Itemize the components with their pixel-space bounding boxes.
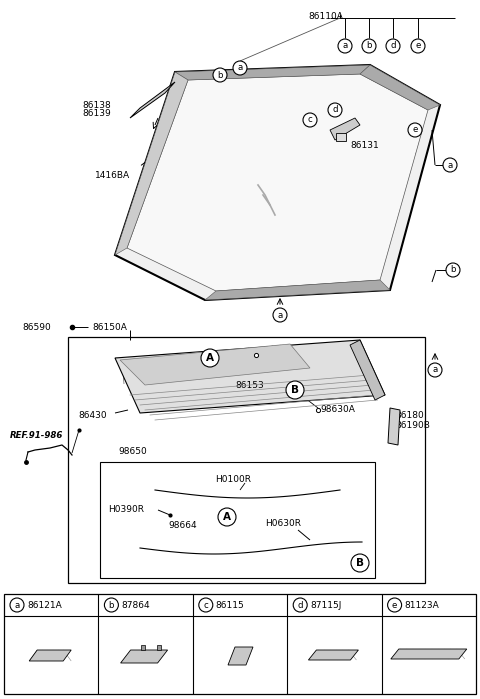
Circle shape — [338, 39, 352, 53]
Polygon shape — [330, 118, 360, 140]
Polygon shape — [115, 72, 188, 255]
Text: a: a — [342, 41, 348, 50]
Polygon shape — [388, 408, 400, 445]
Circle shape — [199, 598, 213, 612]
Circle shape — [386, 39, 400, 53]
Text: b: b — [217, 71, 223, 80]
Polygon shape — [141, 645, 144, 650]
Polygon shape — [391, 649, 467, 659]
Text: 86430: 86430 — [78, 410, 107, 419]
Circle shape — [213, 68, 227, 82]
Text: 86153: 86153 — [235, 380, 264, 389]
Text: 98630A: 98630A — [258, 350, 293, 359]
Polygon shape — [120, 650, 168, 663]
Circle shape — [218, 508, 236, 526]
Text: A: A — [223, 512, 231, 522]
Text: 86121A: 86121A — [27, 600, 62, 610]
Text: a: a — [14, 600, 20, 610]
Circle shape — [388, 598, 402, 612]
Polygon shape — [205, 280, 390, 300]
Circle shape — [201, 349, 219, 367]
Circle shape — [286, 381, 304, 399]
Circle shape — [10, 598, 24, 612]
Circle shape — [428, 363, 442, 377]
Text: H0390R: H0390R — [108, 505, 144, 514]
Text: a: a — [277, 310, 283, 319]
Circle shape — [233, 61, 247, 75]
Circle shape — [105, 598, 119, 612]
Text: c: c — [308, 115, 312, 124]
Bar — [68, 337, 425, 583]
Text: d: d — [390, 41, 396, 50]
Circle shape — [328, 103, 342, 117]
Text: 1416BA: 1416BA — [95, 171, 130, 180]
Text: 98664: 98664 — [168, 521, 197, 531]
Circle shape — [411, 39, 425, 53]
Circle shape — [446, 263, 460, 277]
Text: 86150A: 86150A — [92, 322, 127, 331]
Text: H0630R: H0630R — [265, 519, 301, 528]
Circle shape — [362, 39, 376, 53]
Polygon shape — [360, 65, 440, 110]
Circle shape — [293, 598, 307, 612]
Text: 86115: 86115 — [216, 600, 244, 610]
Polygon shape — [156, 645, 161, 650]
Polygon shape — [127, 74, 428, 291]
Text: REF.91-986: REF.91-986 — [10, 431, 63, 440]
Circle shape — [273, 308, 287, 322]
Text: a: a — [447, 161, 453, 169]
Text: B: B — [356, 558, 364, 568]
Polygon shape — [120, 344, 310, 385]
Text: 86180: 86180 — [395, 410, 424, 419]
Circle shape — [351, 554, 369, 572]
Text: B: B — [291, 385, 299, 395]
Polygon shape — [309, 650, 359, 660]
Text: e: e — [415, 41, 420, 50]
Text: b: b — [366, 41, 372, 50]
Circle shape — [408, 123, 422, 137]
Text: d: d — [332, 106, 338, 115]
Text: d: d — [298, 600, 303, 610]
Circle shape — [443, 158, 457, 172]
Text: 86110A: 86110A — [308, 12, 343, 21]
Circle shape — [303, 113, 317, 127]
Text: e: e — [412, 126, 418, 134]
Polygon shape — [115, 340, 385, 413]
Text: 86190B: 86190B — [395, 421, 430, 429]
Polygon shape — [350, 340, 385, 400]
Text: 86131: 86131 — [350, 140, 379, 150]
Bar — [100, 462, 375, 578]
Bar — [336, 133, 346, 141]
Text: c: c — [204, 600, 208, 610]
Polygon shape — [175, 65, 370, 80]
Text: 98650: 98650 — [118, 447, 147, 456]
Text: 86138: 86138 — [82, 101, 111, 110]
Text: H0100R: H0100R — [215, 475, 251, 484]
Text: b: b — [450, 266, 456, 275]
Text: 86139: 86139 — [82, 108, 111, 117]
Text: 98630A: 98630A — [320, 405, 355, 415]
Text: a: a — [432, 366, 438, 375]
Text: 87864: 87864 — [121, 600, 150, 610]
Text: b: b — [108, 600, 114, 610]
Text: A: A — [206, 353, 214, 363]
Text: a: a — [238, 64, 242, 73]
Polygon shape — [130, 82, 175, 118]
Text: 87115J: 87115J — [310, 600, 342, 610]
Text: 86590: 86590 — [22, 322, 51, 331]
Polygon shape — [228, 647, 253, 665]
Text: e: e — [392, 600, 397, 610]
Polygon shape — [115, 65, 440, 300]
Bar — [4, 594, 476, 694]
Text: 81123A: 81123A — [405, 600, 439, 610]
Polygon shape — [29, 650, 71, 661]
